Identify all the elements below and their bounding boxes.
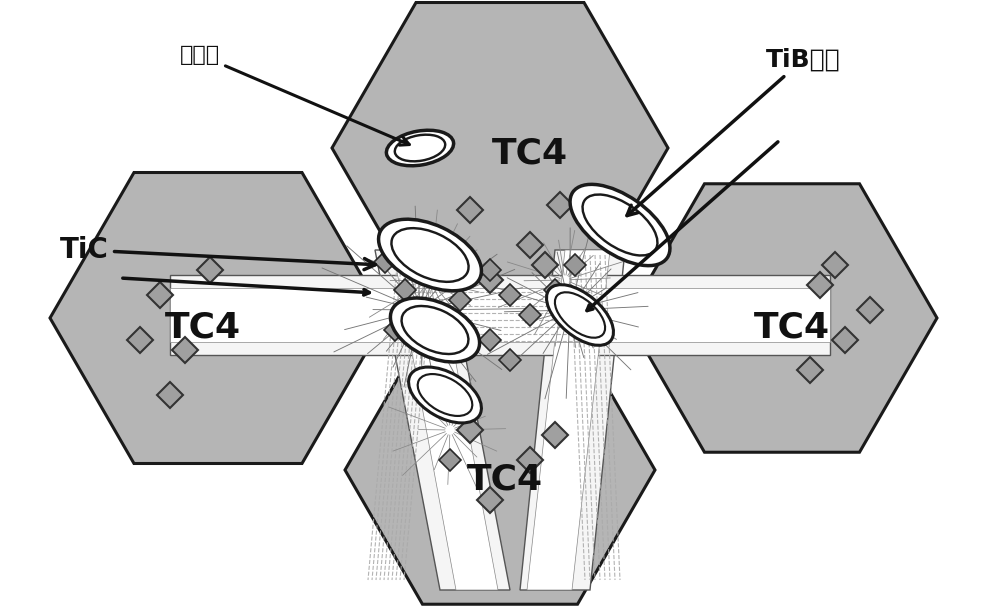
- Polygon shape: [394, 279, 416, 301]
- Polygon shape: [519, 304, 541, 326]
- Polygon shape: [384, 319, 406, 341]
- Polygon shape: [542, 422, 568, 448]
- Ellipse shape: [409, 367, 481, 423]
- Polygon shape: [532, 252, 558, 278]
- Polygon shape: [457, 197, 483, 223]
- Polygon shape: [393, 250, 498, 590]
- Polygon shape: [170, 288, 830, 342]
- Text: 石墨烯: 石墨烯: [180, 45, 409, 145]
- Text: TiB晶须: TiB晶须: [627, 48, 840, 216]
- Polygon shape: [50, 172, 386, 463]
- Polygon shape: [564, 309, 586, 331]
- Polygon shape: [457, 417, 483, 443]
- Polygon shape: [477, 267, 503, 293]
- Polygon shape: [832, 327, 858, 353]
- Polygon shape: [170, 275, 830, 355]
- Polygon shape: [439, 449, 461, 471]
- Polygon shape: [807, 272, 833, 298]
- Polygon shape: [499, 284, 521, 306]
- Polygon shape: [857, 297, 883, 323]
- Polygon shape: [345, 336, 655, 604]
- Polygon shape: [479, 259, 501, 281]
- Text: TiC: TiC: [60, 236, 375, 270]
- Polygon shape: [127, 327, 153, 353]
- Text: TC4: TC4: [467, 463, 543, 497]
- Polygon shape: [517, 447, 543, 473]
- Polygon shape: [520, 250, 625, 590]
- Polygon shape: [822, 252, 848, 278]
- Polygon shape: [527, 250, 610, 590]
- Polygon shape: [157, 382, 183, 408]
- Polygon shape: [499, 349, 521, 371]
- Polygon shape: [449, 289, 471, 311]
- Polygon shape: [374, 251, 396, 273]
- Polygon shape: [172, 337, 198, 363]
- Polygon shape: [147, 282, 173, 308]
- Polygon shape: [547, 192, 573, 218]
- Text: TC4: TC4: [492, 136, 568, 170]
- Text: TC4: TC4: [165, 311, 241, 345]
- Ellipse shape: [379, 219, 481, 290]
- Text: TC4: TC4: [754, 311, 830, 345]
- Ellipse shape: [547, 284, 613, 345]
- Polygon shape: [479, 329, 501, 351]
- Polygon shape: [544, 279, 566, 301]
- Polygon shape: [797, 357, 823, 383]
- Polygon shape: [517, 232, 543, 258]
- Polygon shape: [627, 184, 937, 452]
- Polygon shape: [197, 257, 223, 283]
- Ellipse shape: [386, 130, 454, 166]
- Ellipse shape: [570, 185, 670, 266]
- Polygon shape: [564, 254, 586, 276]
- Polygon shape: [332, 2, 668, 294]
- Polygon shape: [375, 250, 510, 590]
- Polygon shape: [477, 487, 503, 513]
- Ellipse shape: [390, 298, 480, 362]
- Polygon shape: [444, 339, 466, 361]
